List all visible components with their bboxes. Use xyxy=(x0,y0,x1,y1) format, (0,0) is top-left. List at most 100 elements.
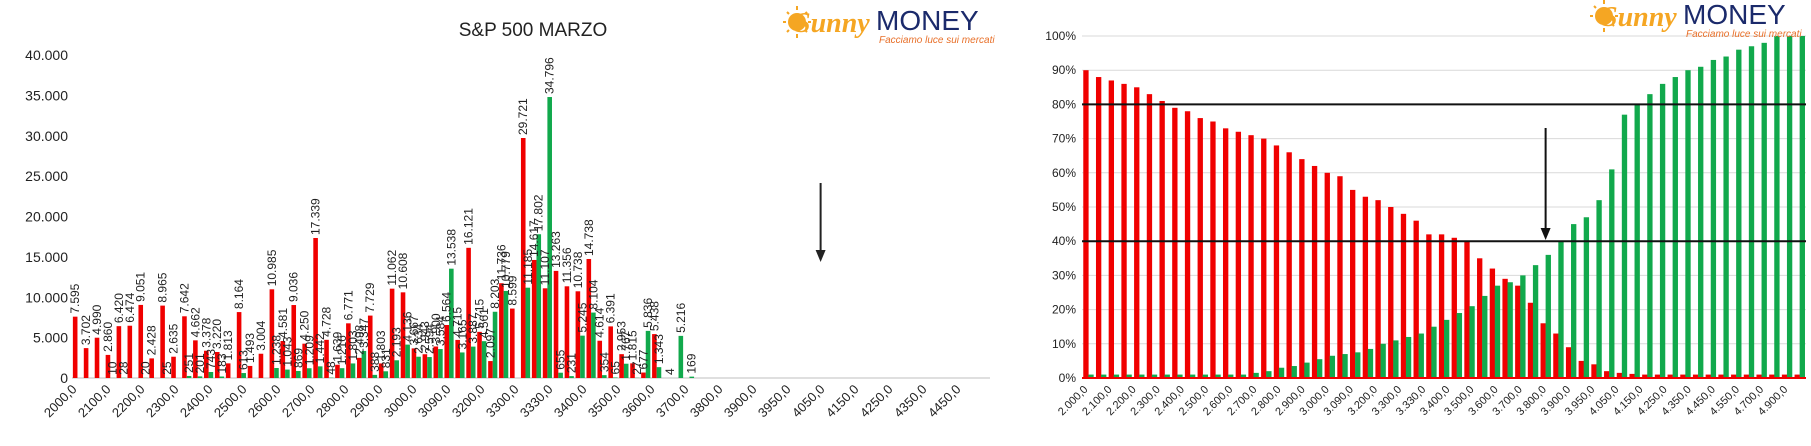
logo-word-sunny: Sunny xyxy=(795,8,870,39)
data-label: 10.779 xyxy=(499,251,513,288)
bar-green xyxy=(1266,371,1272,378)
bar-red xyxy=(280,341,286,378)
bar-green xyxy=(1355,352,1361,378)
bar-red xyxy=(1375,200,1381,378)
logo-tagline: Facciamo luce sui mercati xyxy=(879,35,995,46)
data-label: 5.438 xyxy=(647,301,661,331)
data-label: 5.836 xyxy=(641,298,655,328)
bar-red xyxy=(367,315,373,378)
bar-red xyxy=(1146,94,1153,378)
bar-green xyxy=(208,372,214,378)
bar-green xyxy=(1253,372,1259,378)
data-label: 4.561 xyxy=(477,308,491,338)
y-tick-label: 40% xyxy=(1052,234,1076,248)
bar-red xyxy=(72,316,78,378)
bar-green xyxy=(1532,265,1539,378)
data-label: 3.667 xyxy=(407,315,421,345)
bar-red xyxy=(225,363,231,378)
bar-red xyxy=(1731,374,1737,378)
bar-green xyxy=(1482,295,1488,378)
bar-green xyxy=(623,363,629,378)
bar-red xyxy=(586,258,592,378)
data-label: 201 xyxy=(193,353,207,373)
x-tick-label: 2700,0 xyxy=(279,382,318,421)
bar-red xyxy=(1337,176,1343,378)
data-label: 2.943 xyxy=(418,321,432,351)
data-label: 231 xyxy=(565,353,579,373)
bar-red xyxy=(83,348,89,378)
bar-red xyxy=(1083,70,1089,378)
bar-red xyxy=(1388,207,1394,378)
data-label: 1.803 xyxy=(346,330,360,360)
bar-red xyxy=(138,304,144,378)
bar-green xyxy=(569,376,574,378)
bar-red xyxy=(1184,111,1191,379)
bar-red xyxy=(553,270,559,378)
data-label: 6.474 xyxy=(123,292,137,322)
data-label: 6.420 xyxy=(112,293,126,323)
bar-green xyxy=(1621,114,1628,378)
y-tick-label: 25.000 xyxy=(25,168,68,184)
bar-green xyxy=(372,374,378,378)
data-label: 9.051 xyxy=(134,272,148,302)
bar-green xyxy=(1113,374,1120,378)
data-label: 1.803 xyxy=(374,330,388,360)
y-tick-label: 70% xyxy=(1052,132,1076,146)
data-label: 10.738 xyxy=(571,251,585,288)
bar-red xyxy=(193,340,198,378)
bar-green xyxy=(1710,59,1717,378)
data-label: 1.767 xyxy=(619,330,633,360)
bar-red xyxy=(1781,374,1788,378)
bar-red xyxy=(160,305,165,378)
bar-red xyxy=(619,354,624,378)
bar-green xyxy=(306,368,312,378)
bar-red xyxy=(488,361,493,378)
data-label: 2.097 xyxy=(483,328,497,358)
bar-green xyxy=(591,312,596,378)
bar-green xyxy=(1596,200,1602,378)
bar-red xyxy=(1286,152,1292,378)
logo-tagline: Facciamo luce sui mercati xyxy=(1686,29,1802,40)
bar-green xyxy=(1177,374,1183,378)
bar-green xyxy=(470,346,476,378)
data-label: 6.771 xyxy=(341,290,355,320)
bar-red xyxy=(1426,234,1432,378)
x-tick-label: 2100,0 xyxy=(75,382,114,421)
bar-red xyxy=(127,325,133,378)
y-tick-label: 5.000 xyxy=(33,330,68,346)
data-label: 3.378 xyxy=(199,317,213,347)
bar-green xyxy=(1316,359,1323,378)
data-label: 4.136 xyxy=(401,311,415,341)
bar-green xyxy=(689,376,695,378)
x-tick-label: 2300,0 xyxy=(143,382,182,421)
y-tick-label: 15.000 xyxy=(25,249,68,265)
bar-green xyxy=(285,369,290,378)
bar-red xyxy=(1299,159,1305,378)
y-tick-label: 20% xyxy=(1052,303,1076,317)
bar-green xyxy=(416,356,421,378)
data-label: 5.216 xyxy=(674,303,688,333)
bar-green xyxy=(558,372,563,378)
bar-red xyxy=(1692,374,1699,378)
bar-red xyxy=(400,292,406,378)
bar-green xyxy=(1278,367,1285,378)
bar-red xyxy=(510,308,515,378)
y-tick-label: 35.000 xyxy=(25,87,68,103)
bar-red xyxy=(1413,220,1419,378)
data-label: 27 xyxy=(630,361,644,375)
data-label: 677 xyxy=(636,349,650,369)
x-tick-label: 4450,0 xyxy=(925,382,964,421)
x-tick-label: 2200,0 xyxy=(109,382,148,421)
logo-word-money: MONEY xyxy=(876,5,979,36)
x-tick-label: 3950,0 xyxy=(755,382,794,421)
data-label: 3.900 xyxy=(429,313,443,343)
bar-green xyxy=(1736,49,1742,379)
bar-green xyxy=(296,370,301,378)
bar-green xyxy=(1672,77,1678,378)
y-tick-label: 40.000 xyxy=(25,47,68,63)
x-tick-label: 3500,0 xyxy=(585,382,624,421)
bar-green xyxy=(1431,326,1437,378)
bar-green xyxy=(612,377,618,378)
data-label: 4.728 xyxy=(320,306,334,336)
x-tick-label: 3900,0 xyxy=(721,382,760,421)
